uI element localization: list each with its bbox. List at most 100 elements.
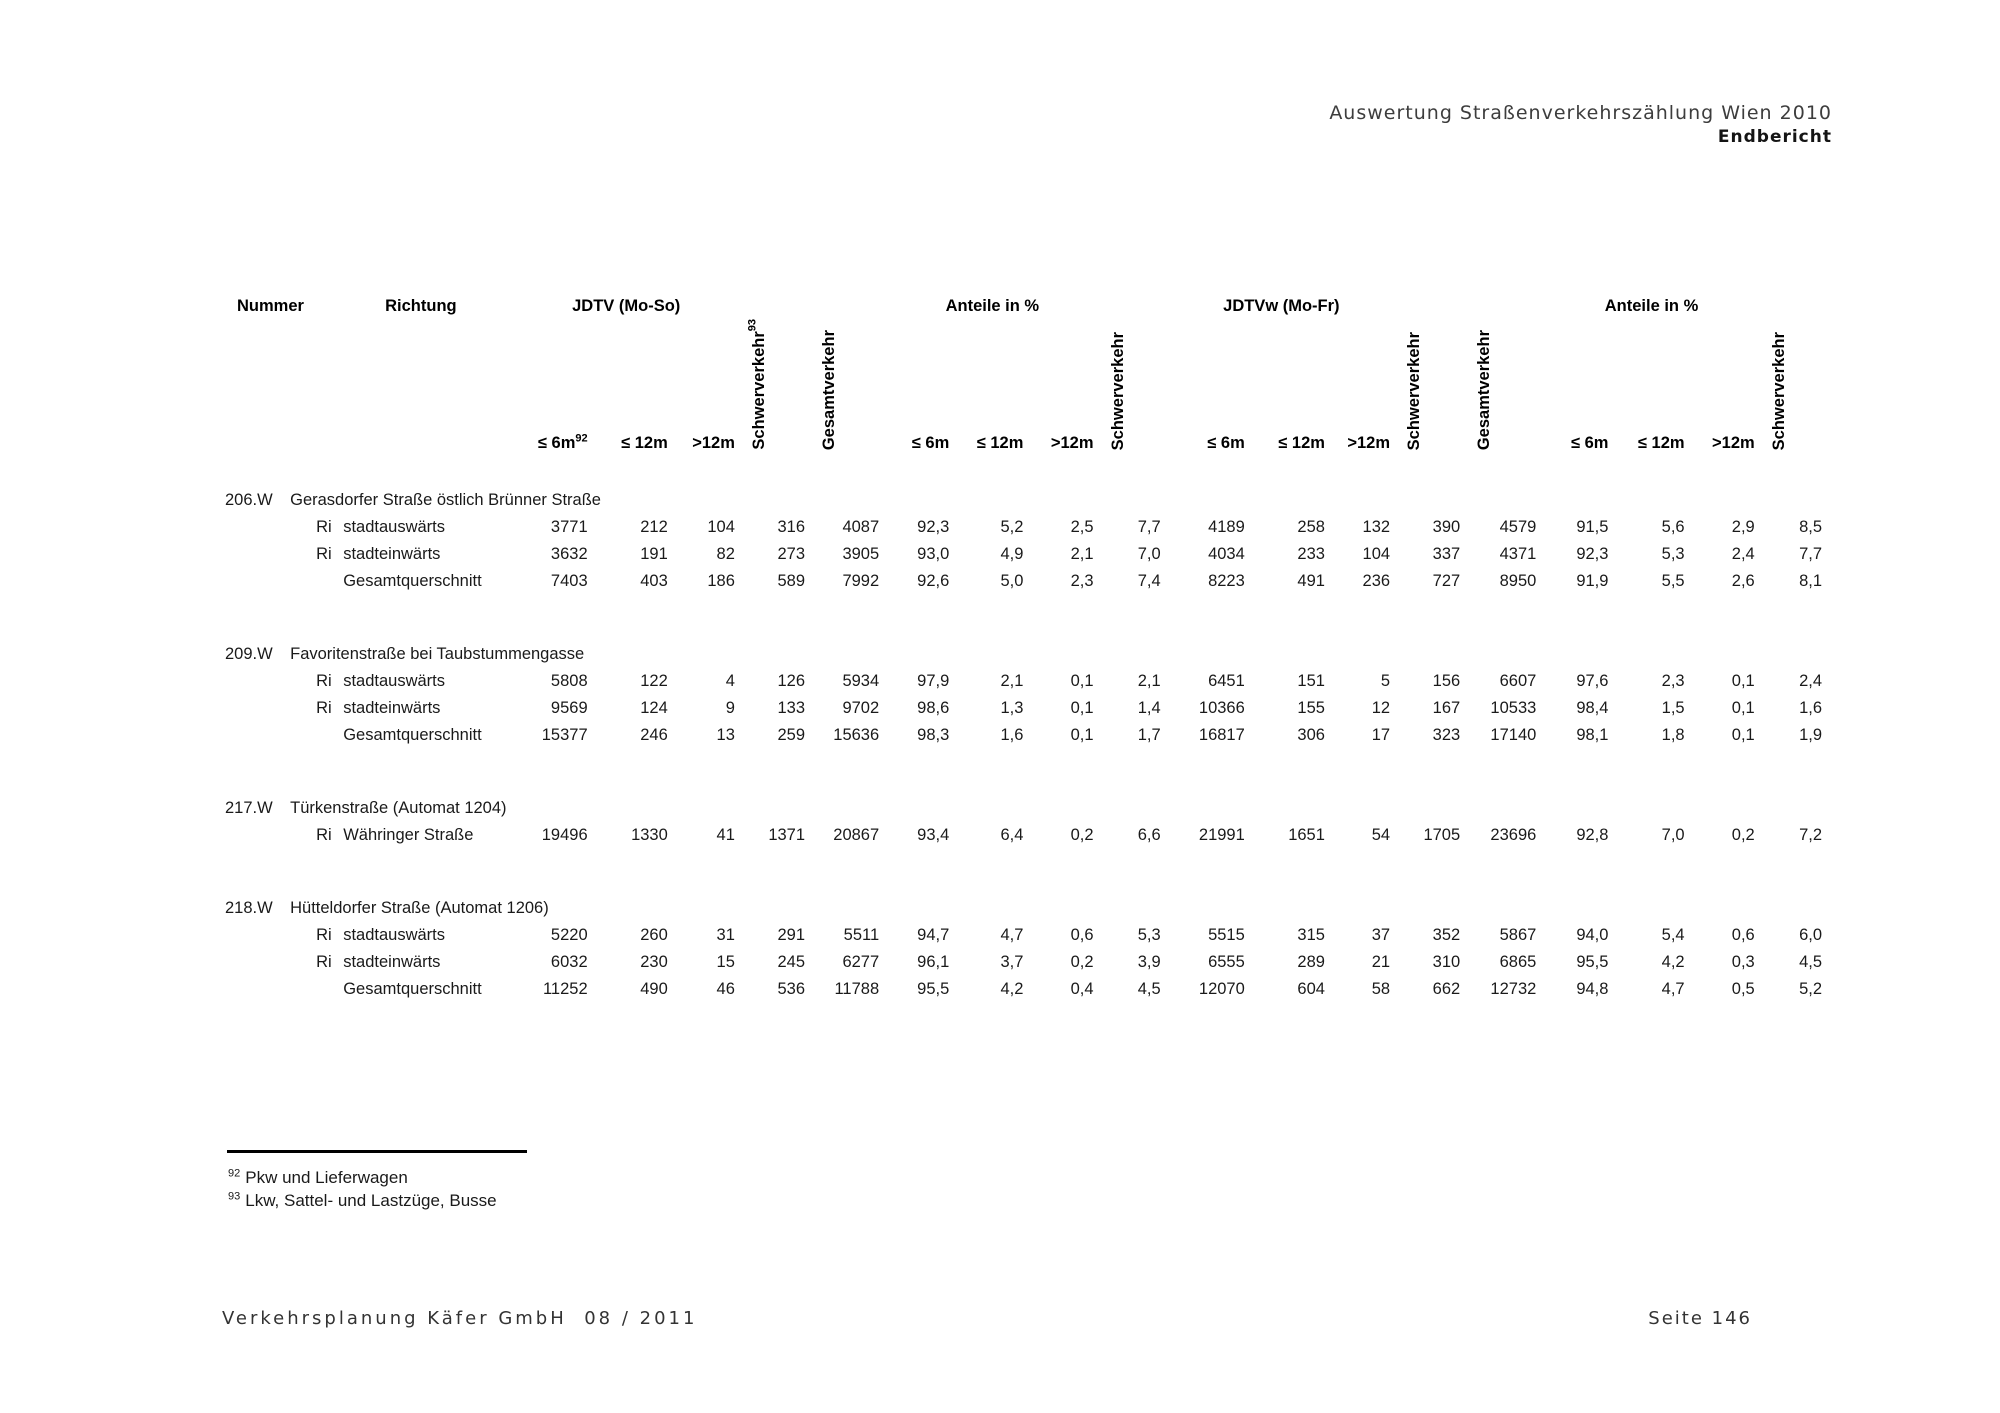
direction-label: stadteinwärts (343, 953, 441, 971)
direction-label: stadteinwärts (343, 699, 441, 717)
col-header-schwerverkehr-anteile-jdtvw: Schwerverkehr (1761, 295, 1828, 461)
data-cell: 98,4 (1576, 699, 1609, 717)
footnote-ref-93: 93 (746, 319, 759, 332)
data-cell: 0,1 (1731, 726, 1755, 744)
station-number: 218.W (225, 899, 273, 917)
data-cell: 260 (640, 926, 668, 944)
data-cell: 11788 (834, 980, 880, 998)
direction-label: Währinger Straße (343, 826, 474, 844)
page-number: Seite 146 (1648, 1308, 1752, 1329)
group-header-jdtvw-mo-fr: JDTVw (Mo-Fr) (1223, 297, 1340, 315)
data-cell: 98,1 (1576, 726, 1609, 744)
data-cell: 93,0 (917, 545, 950, 563)
data-cell: 8950 (1499, 572, 1537, 590)
data-cell: 13 (716, 726, 735, 744)
data-cell: 4087 (842, 518, 880, 536)
station-title-row: 209.W Favoritenstraße bei Taubstummengass… (225, 637, 1828, 664)
data-row: Gesamtquerschnitt 7403 403 186 589 7992 92,6 5,… (225, 564, 1828, 591)
col-header-le6m-anteile-jdtv: ≤ 6m (911, 434, 950, 452)
direction-label: Gesamtquerschnitt (343, 572, 482, 590)
data-cell: 186 (707, 572, 735, 590)
data-cell: 97,6 (1576, 672, 1609, 690)
group-header-anteile-jdtvw: Anteile in % (1604, 297, 1699, 315)
data-cell: 289 (1297, 953, 1325, 971)
table-header-row-groups: Nummer Richtung JDTV (Mo-So) Schwerverke… (225, 295, 1828, 450)
data-cell: 0,4 (1070, 980, 1094, 998)
vertical-label-schwerverkehr: Schwerverkehr (1405, 331, 1424, 450)
ri-label: Ri (316, 672, 332, 690)
data-cell: 316 (777, 518, 806, 536)
direction-label: stadtauswärts (343, 926, 445, 944)
station-number: 206.W (225, 491, 273, 509)
data-cell: 91,9 (1576, 572, 1609, 590)
col-header-schwerverkehr-jdtv: Schwerverkehr93 (741, 295, 811, 461)
data-cell: 11252 (542, 980, 588, 998)
data-cell: 6032 (550, 953, 588, 971)
data-cell: 4,5 (1137, 980, 1161, 998)
data-cell: 122 (640, 672, 668, 690)
data-cell: 273 (777, 545, 806, 563)
data-cell: 6,4 (1000, 826, 1024, 844)
footnote-marker: 92 (228, 1167, 241, 1180)
empty-cell (225, 537, 290, 564)
data-cell: 259 (777, 726, 806, 744)
data-cell: 2,3 (1661, 672, 1685, 690)
col-header-schwerverkehr-jdtvw: Schwerverkehr (1396, 295, 1466, 461)
data-cell: 37 (1371, 926, 1391, 944)
table-header-row-subcolumns: ≤ 6m92 ≤ 12m >12m ≤ 6m ≤ 12m >12m ≤ 6m ≤… (225, 425, 1828, 461)
station-number: 209.W (225, 645, 273, 663)
col-header-nummer: Nummer (237, 297, 304, 315)
ri-label (290, 564, 343, 591)
data-cell: 12070 (1198, 980, 1245, 998)
direction-label: Gesamtquerschnitt (343, 980, 482, 998)
footnote-93: 93 Lkw, Sattel- und Lastzüge, Busse (228, 1189, 497, 1212)
data-cell: 104 (707, 518, 735, 536)
station-title-row: 206.W Gerasdorfer Straße östlich Brünner … (225, 483, 1828, 510)
ri-label: Ri (316, 953, 332, 971)
data-cell: 98,3 (917, 726, 950, 744)
data-cell: 245 (777, 953, 806, 971)
data-cell: 21 (1371, 953, 1391, 971)
data-cell: 403 (640, 572, 668, 590)
data-cell: 17 (1371, 726, 1391, 744)
data-cell: 0,2 (1070, 953, 1094, 971)
data-cell: 0,6 (1731, 926, 1755, 944)
col-header-le12m-jdtvw: ≤ 12m (1278, 434, 1325, 452)
data-cell: 15 (716, 953, 735, 971)
col-header-le6m-jdtvw: ≤ 6m (1207, 434, 1245, 452)
spacer-cell (225, 845, 1828, 891)
col-header-gt12m-jdtv: >12m (692, 434, 735, 452)
data-cell: 5,2 (1799, 980, 1822, 998)
data-cell: 0,1 (1070, 726, 1094, 744)
data-cell: 5220 (550, 926, 588, 944)
sub-header-text: ≤ 6m (537, 434, 576, 452)
data-cell: 6451 (1208, 672, 1245, 690)
data-cell: 1,8 (1661, 726, 1685, 744)
direction-label: Gesamtquerschnitt (343, 726, 482, 744)
block-spacer (225, 745, 1828, 791)
data-cell: 4,2 (1000, 980, 1024, 998)
station-name: Favoritenstraße bei Taubstummengasse (290, 645, 585, 663)
data-row: Ri stadteinwärts 6032 230 15 245 6277 96,1 3,7 0,… (225, 945, 1828, 972)
data-cell: 5,0 (1000, 572, 1024, 590)
col-header-gt12m-jdtvw: >12m (1347, 434, 1391, 452)
data-cell: 0,1 (1070, 699, 1094, 717)
data-cell: 4034 (1208, 545, 1245, 563)
col-header-le6m-jdtv: ≤ 6m92 (512, 425, 594, 461)
traffic-count-table: Nummer Richtung JDTV (Mo-So) Schwerverke… (225, 295, 1828, 999)
data-cell: 7,0 (1661, 826, 1685, 844)
data-cell: 94,8 (1576, 980, 1609, 998)
spacer-cell (225, 461, 1828, 483)
data-cell: 4 (725, 672, 735, 690)
data-cell: 41 (716, 826, 735, 844)
footnote-text: Pkw und Lieferwagen (245, 1168, 408, 1187)
data-cell: 6277 (842, 953, 880, 971)
data-cell: 337 (1432, 545, 1461, 563)
data-cell: 97,9 (917, 672, 950, 690)
data-cell: 10533 (1490, 699, 1537, 717)
data-cell: 5511 (843, 926, 880, 944)
data-cell: 94,0 (1576, 926, 1609, 944)
data-cell: 2,4 (1731, 545, 1755, 563)
data-cell: 5808 (550, 672, 588, 690)
